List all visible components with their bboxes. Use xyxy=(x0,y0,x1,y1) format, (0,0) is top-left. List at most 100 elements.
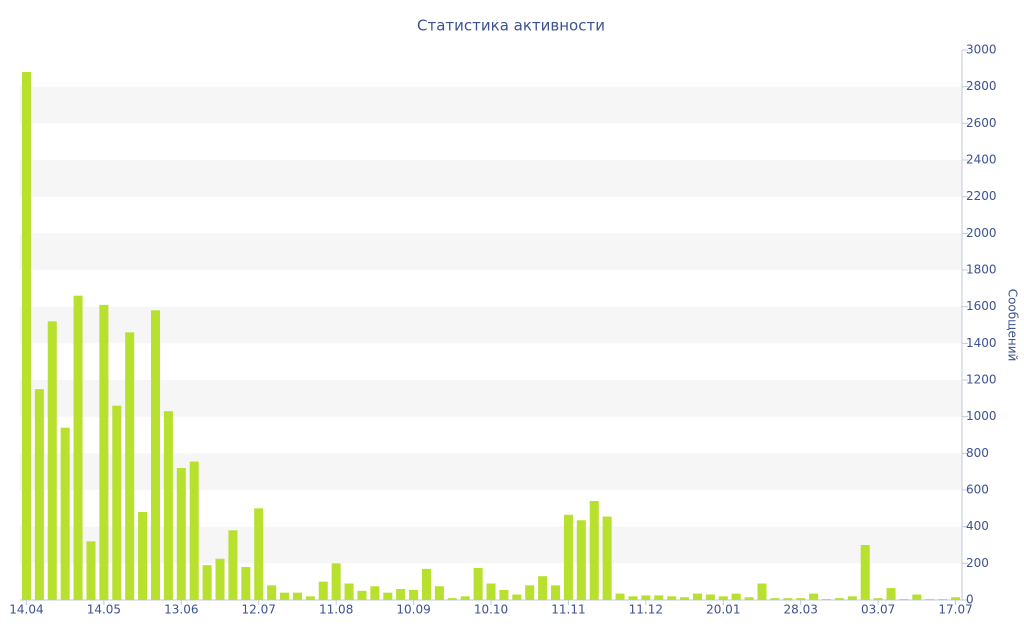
bar xyxy=(396,589,406,600)
y-tick-label: 2000 xyxy=(966,226,997,240)
bar xyxy=(112,405,122,600)
bar xyxy=(925,599,935,600)
bar xyxy=(163,411,173,600)
bar xyxy=(280,592,290,600)
grid-band xyxy=(20,453,962,490)
y-tick-label: 800 xyxy=(966,446,989,460)
y-tick-label: 2600 xyxy=(966,116,997,130)
bar xyxy=(692,593,702,600)
y-tick-label: 1800 xyxy=(966,263,997,277)
x-tick-label: 20.01 xyxy=(706,603,740,617)
bar xyxy=(421,568,431,600)
y-tick-label: 200 xyxy=(966,556,989,570)
bar xyxy=(757,583,767,600)
x-tick-label: 13.06 xyxy=(164,603,198,617)
x-tick-label: 17.07 xyxy=(938,603,972,617)
bar xyxy=(370,586,380,600)
bar xyxy=(34,389,44,600)
bar xyxy=(873,598,883,600)
bar xyxy=(486,583,496,600)
bar xyxy=(821,599,832,600)
bar xyxy=(705,594,715,600)
bar xyxy=(383,592,393,600)
x-tick-label: 11.11 xyxy=(551,603,585,617)
bar xyxy=(254,508,264,600)
bar xyxy=(241,567,251,600)
grid-band xyxy=(20,306,962,344)
bar xyxy=(292,592,302,600)
bar xyxy=(150,310,161,600)
bar xyxy=(951,597,961,600)
bar xyxy=(434,586,444,600)
y-tick-label: 1000 xyxy=(966,409,997,423)
bar xyxy=(176,468,186,600)
bar xyxy=(809,593,819,600)
y-tick-label: 3000 xyxy=(966,43,997,57)
y-tick-label: 1200 xyxy=(966,373,997,387)
bar xyxy=(409,589,419,600)
y-axis-title: Сообщений xyxy=(1006,289,1020,362)
bar xyxy=(344,583,354,600)
bar xyxy=(938,599,948,600)
bar xyxy=(718,596,728,600)
bar xyxy=(499,589,509,600)
y-tick-label: 1600 xyxy=(966,299,997,313)
bar xyxy=(744,597,754,600)
bar xyxy=(215,558,225,600)
bar xyxy=(47,321,57,600)
bar xyxy=(447,598,457,600)
x-tick-label: 14.04 xyxy=(9,603,43,617)
bar xyxy=(228,530,238,600)
bar xyxy=(641,595,651,600)
y-tick-label: 1400 xyxy=(966,336,997,350)
y-tick-label: 600 xyxy=(966,483,989,497)
bar xyxy=(99,304,109,600)
bar xyxy=(21,72,31,600)
bar xyxy=(576,520,586,600)
bar xyxy=(628,596,638,600)
x-tick-label: 12.07 xyxy=(242,603,276,617)
grid-band xyxy=(20,86,962,124)
bar xyxy=(667,596,677,600)
y-tick-label: 400 xyxy=(966,519,989,533)
bar xyxy=(834,598,844,600)
x-tick-label: 14.05 xyxy=(87,603,121,617)
y-tick-label: 2800 xyxy=(966,79,997,93)
x-tick-label: 11.12 xyxy=(629,603,663,617)
grid-band xyxy=(20,233,962,270)
x-tick-label: 03.07 xyxy=(861,603,895,617)
grid-band xyxy=(20,380,962,417)
x-tick-label: 10.09 xyxy=(396,603,430,617)
bar xyxy=(267,585,277,600)
x-tick-label: 28.03 xyxy=(784,603,818,617)
bar xyxy=(318,581,328,600)
bar xyxy=(770,598,780,600)
bar xyxy=(305,596,315,600)
bar xyxy=(202,565,212,600)
grid-band xyxy=(20,160,962,197)
bar xyxy=(125,332,135,600)
bar xyxy=(357,590,367,600)
y-tick-label: 0 xyxy=(966,593,974,607)
bar xyxy=(796,598,806,600)
grid-band xyxy=(20,526,962,564)
bar xyxy=(86,541,96,600)
bar xyxy=(525,585,535,600)
bar xyxy=(331,563,341,600)
bar xyxy=(589,501,599,600)
bar xyxy=(847,596,857,600)
bar xyxy=(680,597,690,600)
bar xyxy=(783,598,793,600)
chart-title: Статистика активности xyxy=(417,17,605,35)
bar xyxy=(912,594,922,600)
bar xyxy=(460,596,470,600)
bar xyxy=(60,427,70,600)
bar xyxy=(899,599,909,600)
bar xyxy=(731,593,741,600)
bar xyxy=(473,567,483,600)
bar xyxy=(615,593,625,600)
x-tick-label: 11.08 xyxy=(319,603,353,617)
x-tick-label: 10.10 xyxy=(474,603,508,617)
bar xyxy=(512,594,522,600)
bar xyxy=(563,514,573,600)
